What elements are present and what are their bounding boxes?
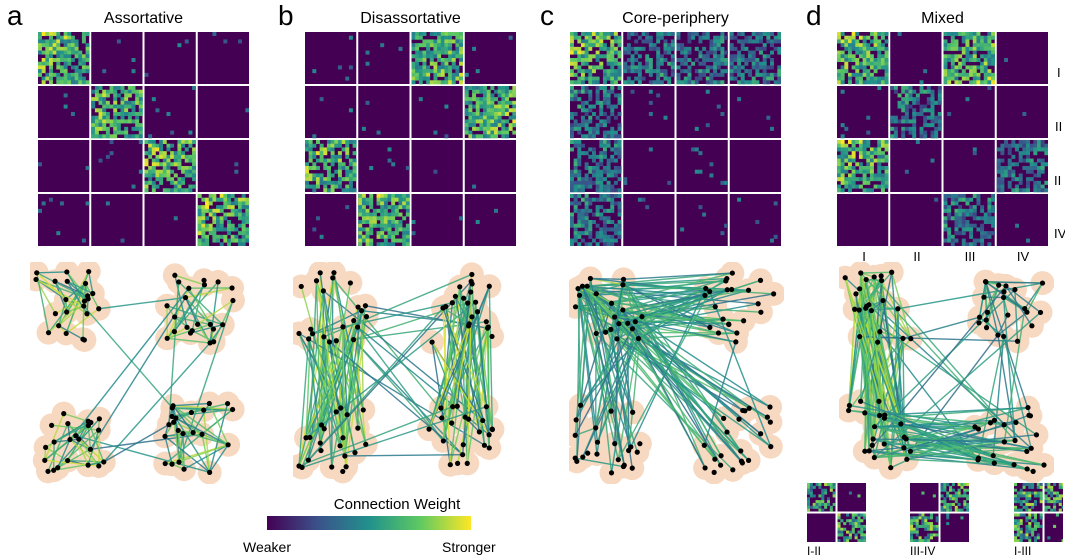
row-label: II: [1055, 119, 1063, 134]
row-label: IV: [1054, 227, 1065, 241]
panel-c: c Core-periphery: [532, 0, 798, 559]
row-label: III: [1054, 174, 1062, 188]
panel-title: Disassortative: [360, 10, 461, 27]
panel-letter: b: [278, 0, 294, 31]
adjacency-matrix: [305, 32, 516, 246]
colorbar-high-label: Stronger: [442, 539, 496, 555]
mini-matrix: [910, 483, 969, 542]
network-diagram: [30, 262, 245, 484]
mini-matrix-label: III-IV: [910, 544, 936, 558]
col-label: I: [862, 249, 866, 264]
colorbar-title: Connection Weight: [333, 496, 461, 513]
network-diagram: [569, 262, 784, 484]
col-label: III: [964, 249, 976, 264]
panel-a: a Assortative: [0, 0, 266, 559]
panel-d: d Mixed I II III IV I II III IV I-II III…: [798, 0, 1065, 559]
colorbar-low-label: Weaker: [243, 539, 291, 555]
panel-title: Mixed: [921, 10, 964, 27]
panel-title: Assortative: [103, 10, 184, 27]
colorbar: [267, 516, 471, 530]
mini-matrix-label: I-III: [1014, 544, 1032, 558]
panel-title: Core-periphery: [622, 10, 729, 27]
adjacency-matrix: [837, 32, 1048, 246]
mini-matrix-label: I-II: [807, 544, 821, 558]
network-diagram: [293, 262, 505, 484]
mini-matrix: [1014, 483, 1063, 542]
panel-letter: d: [806, 0, 822, 31]
panel-b: b Disassortative: [266, 0, 532, 559]
panel-letter: a: [7, 0, 23, 31]
adjacency-matrix: [38, 32, 249, 246]
panel-letter: c: [540, 0, 554, 31]
col-label: II: [913, 249, 921, 264]
network-diagram: [839, 262, 1054, 484]
mini-matrix: [807, 483, 866, 542]
row-label: I: [1057, 65, 1061, 80]
col-label: IV: [1016, 249, 1030, 264]
adjacency-matrix: [570, 32, 781, 246]
